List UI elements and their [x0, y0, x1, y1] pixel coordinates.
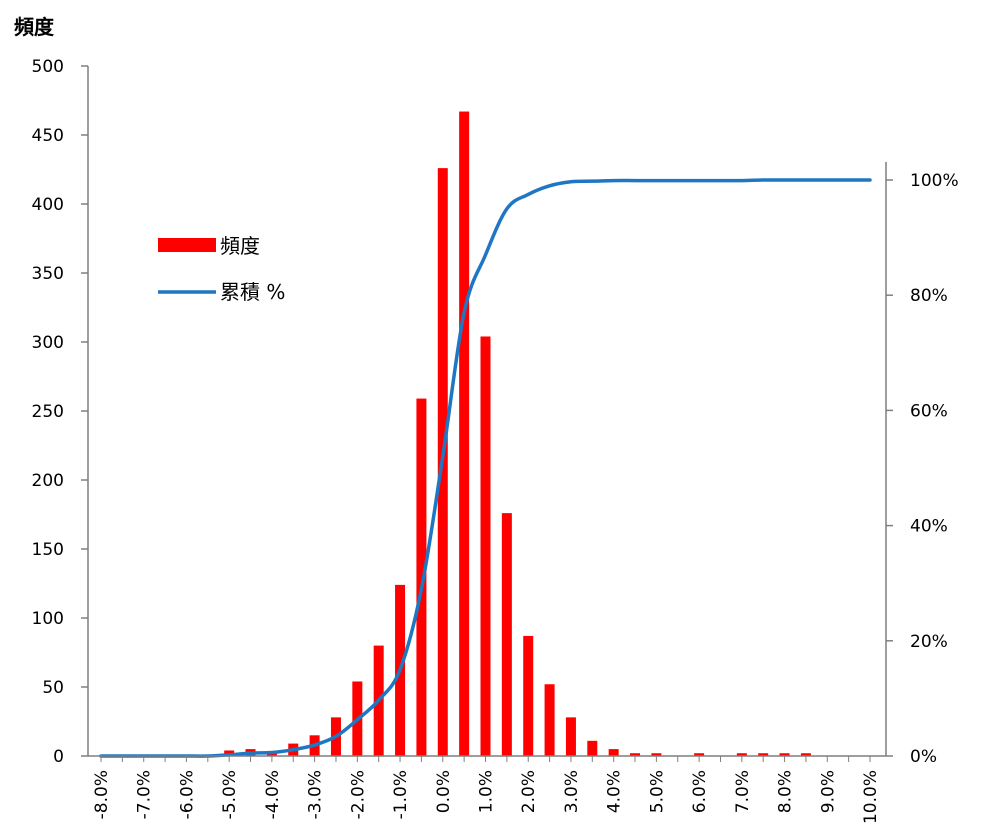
x-tick-label: -2.0%	[348, 770, 368, 819]
x-tick-label: 3.0%	[562, 770, 582, 813]
legend-label-bar: 頻度	[220, 234, 260, 258]
bar	[694, 753, 705, 756]
y2-tick-label: 40%	[910, 517, 948, 537]
x-tick-label: -4.0%	[263, 770, 283, 819]
legend-swatch-bar	[158, 238, 216, 252]
bar	[651, 753, 662, 756]
x-tick-label: 10.0%	[861, 770, 881, 824]
y-tick-label: 500	[32, 57, 64, 77]
bar	[630, 753, 641, 756]
bar	[736, 753, 747, 756]
y-tick-label: 350	[32, 264, 64, 284]
x-tick-label: 1.0%	[477, 770, 497, 813]
bar	[459, 111, 470, 757]
x-tick-label: -7.0%	[135, 770, 155, 819]
y-tick-label: 300	[32, 333, 64, 353]
bar	[480, 336, 491, 756]
y-tick-label: 50	[42, 678, 64, 698]
bar	[779, 753, 790, 756]
x-tick-label: -8.0%	[92, 770, 112, 819]
x-tick-label: 2.0%	[519, 770, 539, 813]
y-tick-label: 150	[32, 540, 64, 560]
y-tick-label: 450	[32, 126, 64, 146]
y2-tick-label: 20%	[910, 632, 948, 652]
bar	[587, 740, 598, 756]
x-tick-label: -1.0%	[391, 770, 411, 819]
x-tick-label: 5.0%	[647, 770, 667, 813]
bar	[266, 753, 277, 756]
bar	[565, 717, 576, 756]
x-tick-label: 0.0%	[434, 770, 454, 813]
x-tick-label: 9.0%	[818, 770, 838, 813]
cumulative-line	[99, 178, 872, 758]
y2-tick-label: 60%	[910, 401, 948, 421]
x-tick-label: -6.0%	[177, 770, 197, 819]
y2-tick-label: 80%	[910, 286, 948, 306]
axes: 0 50 100 150 200 250 300 350 400 450 500 0% 20% 40% 60…	[32, 57, 959, 824]
bar	[416, 398, 427, 756]
bar	[544, 684, 555, 756]
x-tick-label: -5.0%	[220, 770, 240, 819]
y-tick-label: 0	[53, 747, 64, 767]
legend-label-line: 累積 %	[220, 280, 285, 304]
bar-series	[224, 111, 811, 757]
x-tick-label: 6.0%	[690, 770, 710, 813]
x-tick-label: 7.0%	[733, 770, 753, 813]
y2-tick-label: 100%	[910, 171, 959, 191]
y-tick-label: 100	[32, 609, 64, 629]
y-tick-label: 200	[32, 471, 64, 491]
y-tick-label: 250	[32, 402, 64, 422]
bar	[501, 513, 512, 756]
bar	[523, 635, 534, 756]
bar	[800, 753, 811, 756]
y-tick-label: 400	[32, 195, 64, 215]
bar	[608, 749, 619, 756]
y-axis-title: 頻度	[14, 15, 55, 39]
x-tick-label: -3.0%	[306, 770, 326, 819]
bar	[758, 753, 769, 756]
y2-tick-label: 0%	[910, 747, 937, 767]
x-tick-label: 8.0%	[776, 770, 796, 813]
x-tick-label: 4.0%	[605, 770, 625, 813]
